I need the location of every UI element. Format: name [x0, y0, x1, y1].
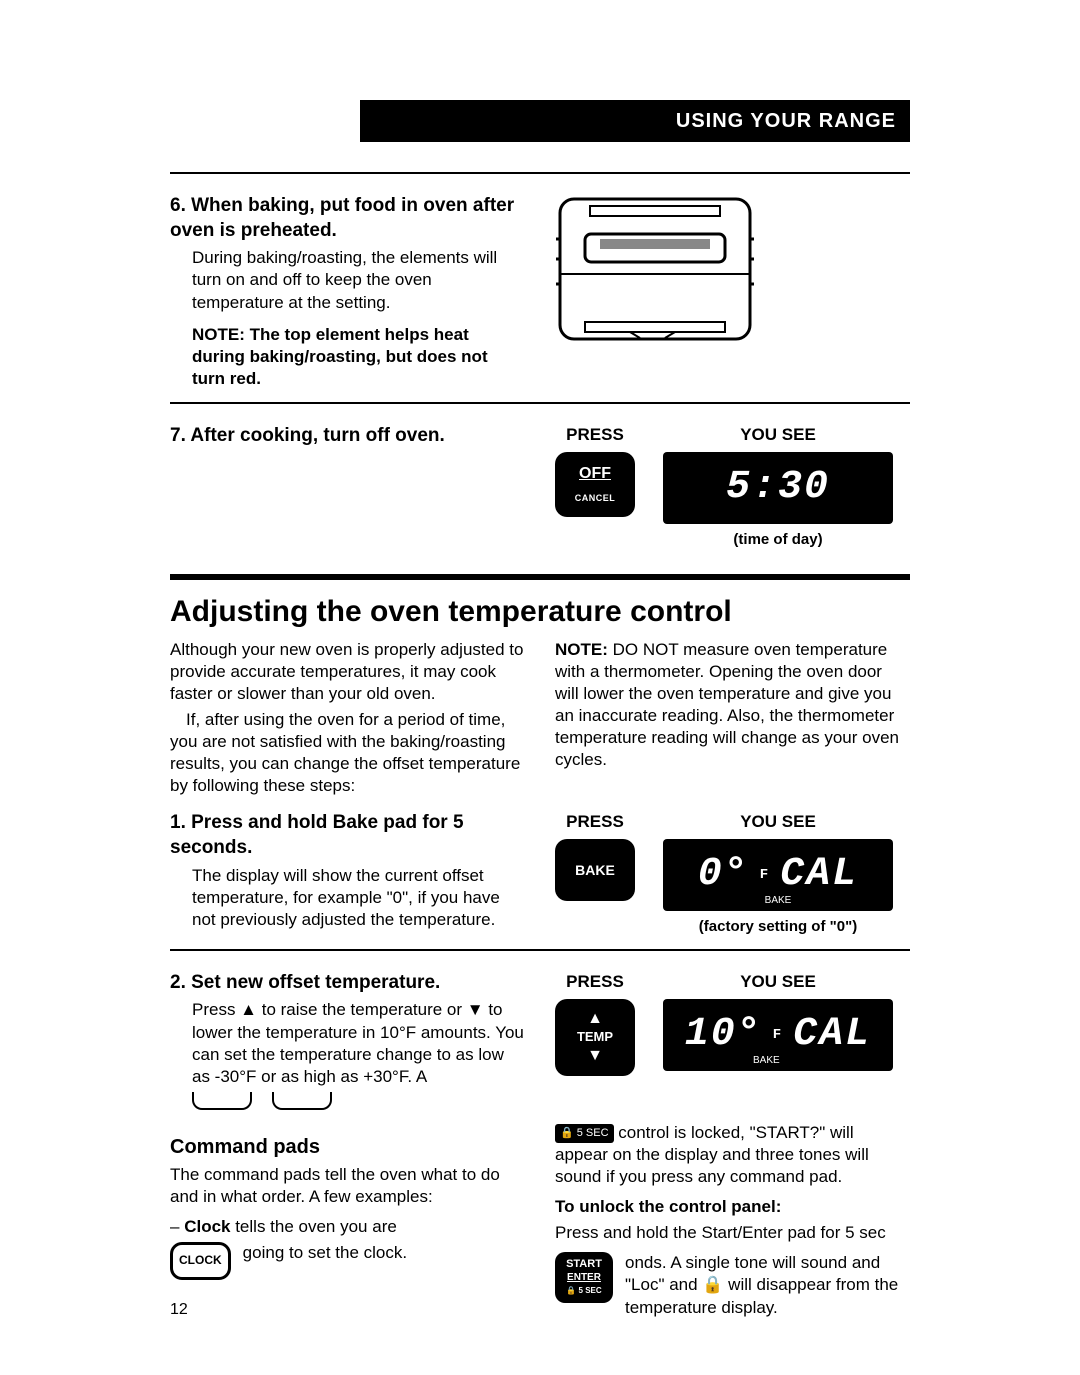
command-heading: Command pads	[170, 1134, 525, 1160]
press-label: PRESS	[566, 971, 624, 993]
lcd-unit: F	[773, 1026, 783, 1044]
temp-up-icon: ▲	[567, 1011, 623, 1027]
adjust-heading: Adjusting the oven temperature control	[170, 592, 910, 631]
clock-pad[interactable]: CLOCK	[170, 1242, 231, 1280]
lcd-unit: F	[760, 866, 770, 884]
step6-note: NOTE: The top element helps heat during …	[192, 325, 488, 388]
lcd-left: 10°	[685, 1009, 763, 1061]
pad-sub: CANCEL	[575, 493, 616, 503]
header-bar: USING YOUR RANGE	[170, 100, 910, 142]
lcd-display-cal10: 10° F CAL BAKE	[663, 999, 893, 1071]
pad-main: OFF	[567, 464, 623, 485]
astep2-title: 2. Set new offset temperature.	[170, 971, 525, 996]
lcd-display-cal0: 0° F CAL BAKE	[663, 839, 893, 911]
adjust-step-2: 2. Set new offset temperature. Press ▲ t…	[170, 971, 910, 1110]
bake-pad-label: BAKE	[575, 862, 615, 878]
bake-pad[interactable]: BAKE	[555, 839, 635, 901]
clock-line: – Clock tells the oven you are	[170, 1216, 525, 1238]
astep1-body: The display will show the current offset…	[170, 865, 525, 931]
step6-title: 6. When baking, put food in oven after o…	[170, 194, 525, 243]
start-lock-icon: 🔒 5 SEC	[566, 1286, 601, 1295]
temp-down-icon: ▼	[567, 1048, 623, 1064]
lock-chip: 🔒 5 SEC	[555, 1124, 614, 1142]
adjust-intro: Although your new oven is properly adjus…	[170, 639, 910, 798]
divider	[170, 172, 910, 174]
lcd-sub: BAKE	[753, 1054, 780, 1067]
press-label: PRESS	[566, 424, 624, 446]
press-label: PRESS	[566, 811, 624, 833]
lcd-right: CAL	[793, 1009, 871, 1061]
adjust-step-1: 1. Press and hold Bake pad for 5 seconds…	[170, 811, 910, 937]
lock-line: 🔒 5 SEC control is locked, "START?" will…	[555, 1122, 910, 1188]
oven-svg	[555, 194, 755, 344]
start-main: START	[566, 1258, 602, 1270]
unlock-heading: To unlock the control panel:	[555, 1196, 910, 1218]
start-enter-pad[interactable]: START ENTER 🔒 5 SEC	[555, 1252, 613, 1302]
lcd-display-time: 5:30	[663, 452, 893, 524]
lcd-right: CAL	[780, 849, 858, 901]
unlock-post: onds. A single tone will sound and "Loc"…	[625, 1252, 910, 1318]
adjust-left1: Although your new oven is properly adjus…	[170, 639, 525, 705]
thick-divider	[170, 574, 910, 580]
divider	[170, 402, 910, 404]
astep1-caption: (factory setting of "0")	[699, 917, 857, 937]
command-intro: The command pads tell the oven what to d…	[170, 1164, 525, 1208]
header-title: USING YOUR RANGE	[360, 100, 910, 142]
astep2-body: Press ▲ to raise the temperature or ▼ to…	[170, 999, 525, 1087]
yousee-label: YOU SEE	[740, 811, 816, 833]
step6-body-text: During baking/roasting, the elements wil…	[192, 248, 497, 311]
temp-label: TEMP	[567, 1029, 623, 1046]
lcd-left: 0°	[698, 849, 750, 901]
step-6: 6. When baking, put food in oven after o…	[170, 194, 910, 390]
step-7: 7. After cooking, turn off oven. PRESS O…	[170, 424, 910, 550]
time-caption: (time of day)	[733, 530, 822, 550]
off-cancel-pad[interactable]: OFF CANCEL	[555, 452, 635, 517]
temp-pad[interactable]: ▲ TEMP ▼	[555, 999, 635, 1076]
adjust-note: NOTE: DO NOT measure oven temperature wi…	[555, 640, 899, 769]
yousee-label: YOU SEE	[740, 424, 816, 446]
clock-text: going to set the clock.	[243, 1242, 525, 1264]
adjust-left2: If, after using the oven for a period of…	[170, 709, 525, 797]
step6-body: During baking/roasting, the elements wil…	[170, 247, 525, 390]
bottom-columns: Command pads The command pads tell the o…	[170, 1122, 910, 1321]
divider	[170, 949, 910, 951]
unlock-pre: Press and hold the Start/Enter pad for 5…	[555, 1222, 910, 1244]
truncated-graphic	[170, 1092, 525, 1110]
start-sub: ENTER	[561, 1272, 607, 1284]
step7-title: 7. After cooking, turn off oven.	[170, 424, 525, 449]
page-number: 12	[170, 1300, 525, 1321]
yousee-label: YOU SEE	[740, 971, 816, 993]
lcd-time-value: 5:30	[726, 462, 830, 514]
lcd-sub: BAKE	[765, 894, 792, 907]
oven-diagram	[555, 194, 910, 390]
astep1-title: 1. Press and hold Bake pad for 5 seconds…	[170, 811, 525, 860]
